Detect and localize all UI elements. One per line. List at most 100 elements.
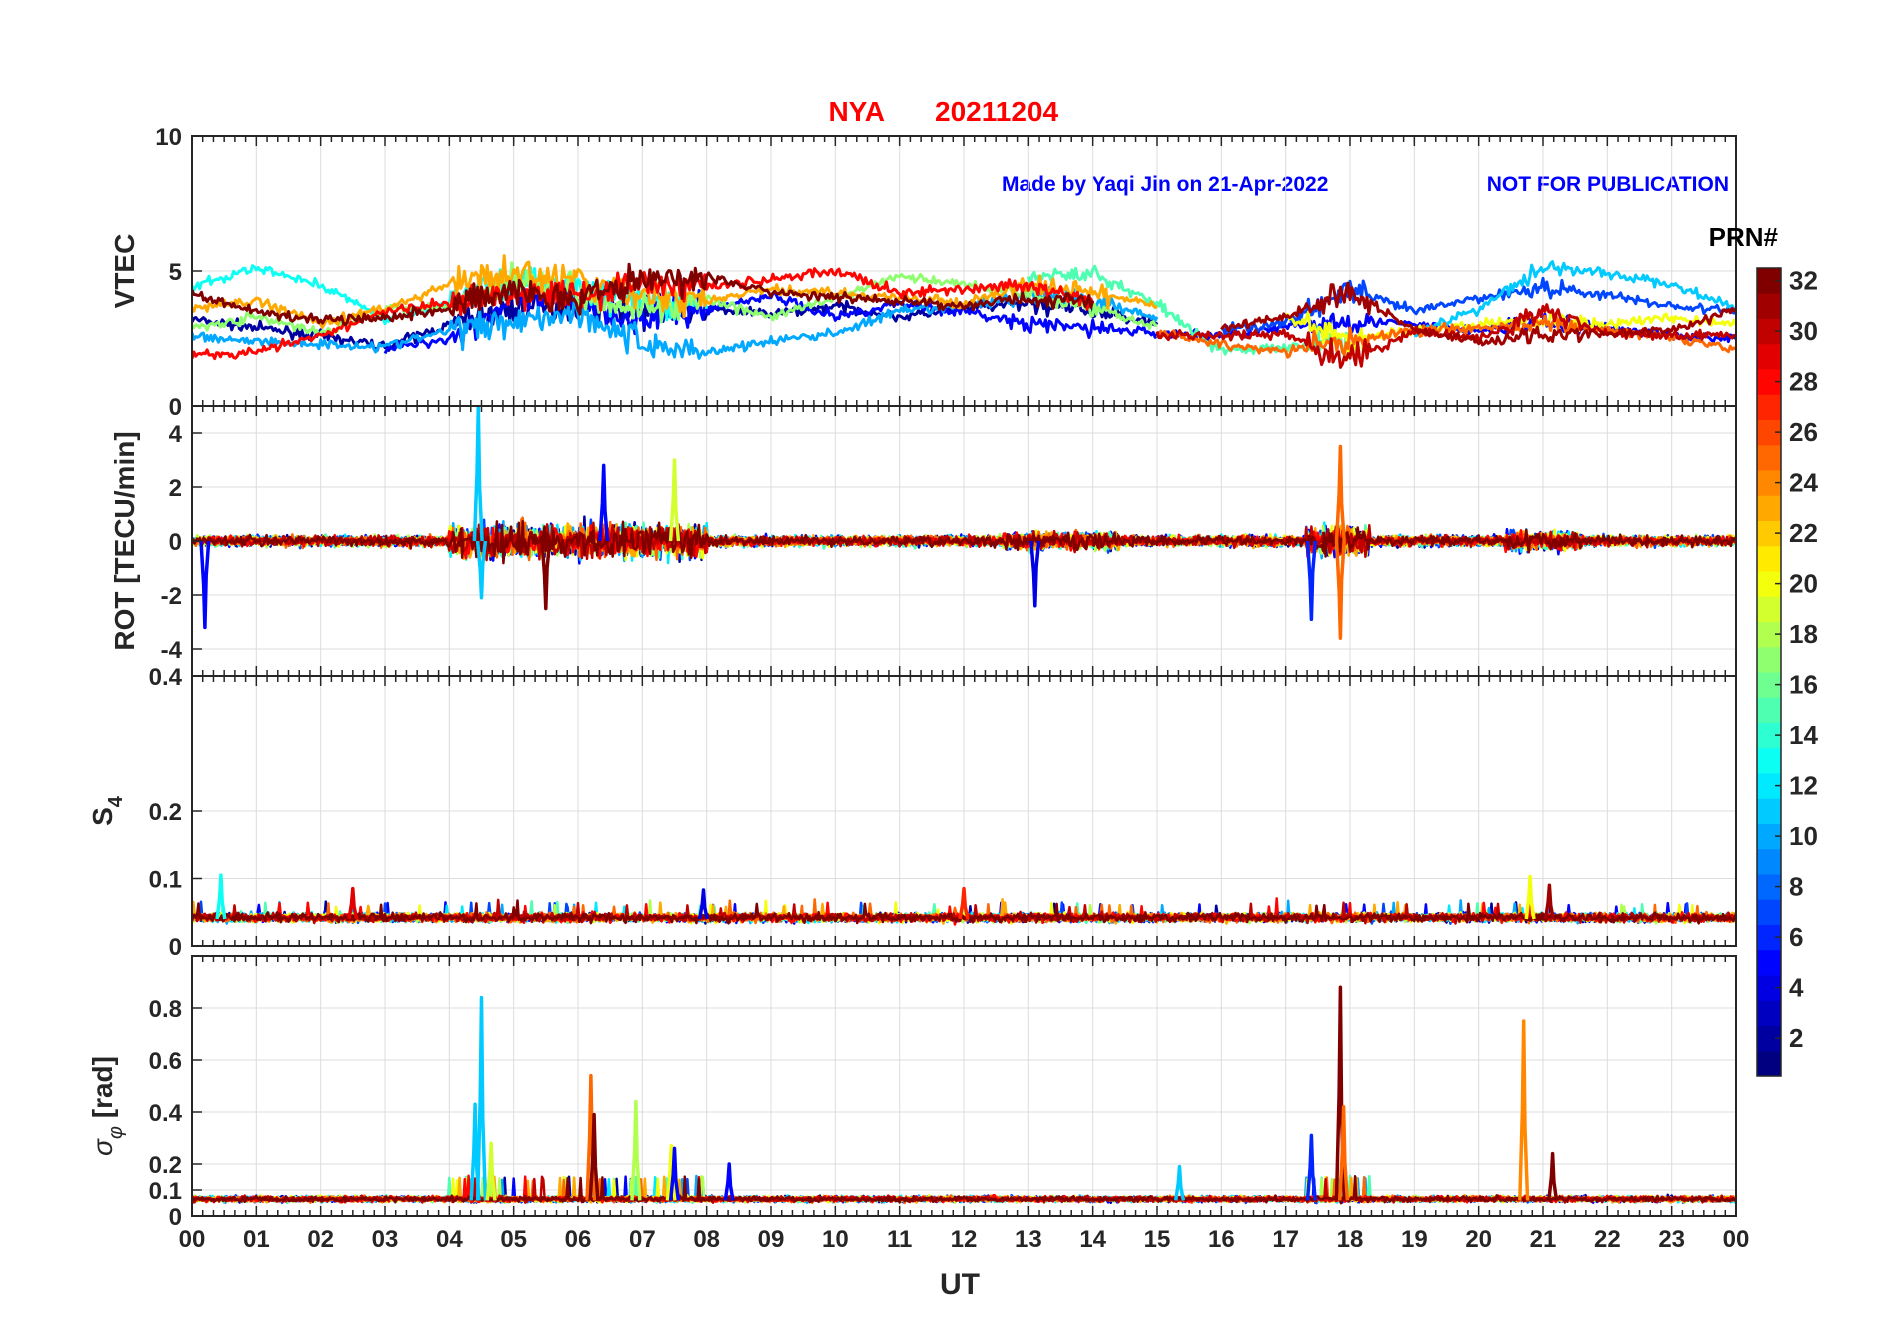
series-group	[192, 985, 1736, 1205]
colorbar-tick-label: 30	[1789, 316, 1818, 346]
spike-prn-11	[1173, 1164, 1186, 1201]
x-tick-label: 03	[372, 1226, 399, 1253]
x-tick-label: 17	[1272, 1226, 1299, 1253]
y-tick-label: 5	[169, 259, 182, 286]
series-line-prn-32	[192, 262, 1095, 327]
series-group	[192, 873, 1736, 926]
spike-prn-5	[598, 463, 610, 542]
colorbar-tick-label: 6	[1789, 922, 1803, 952]
colorbar-tick-label: 20	[1789, 569, 1818, 599]
spike-prn-32	[1547, 1151, 1559, 1201]
colorbar-tick-label: 24	[1789, 468, 1818, 498]
y-tick-label: 0	[169, 394, 182, 421]
colorbar-segment	[1757, 495, 1781, 521]
colorbar-frame	[1756, 267, 1782, 1077]
x-tick-label: 02	[307, 1226, 334, 1253]
y-tick-label: 0.1	[149, 867, 182, 894]
panel-sigma_phi: 00.10.2 0.4 0.6 0.8 σφ [rad] 00 01 02 03 04 05 06 07…	[87, 955, 1750, 1253]
y-tick-label: -4	[161, 637, 183, 664]
colorbar-segment	[1757, 444, 1781, 471]
spike-prn-25	[1337, 1105, 1350, 1201]
series-line-prn-11	[1414, 260, 1736, 338]
figure-title-date: 20211204	[935, 96, 1058, 127]
x-tick-label: 04	[436, 1226, 463, 1253]
spike-prn-5	[668, 1146, 681, 1201]
y-tick-label: 0	[169, 1204, 182, 1231]
colorbar-segment	[1757, 697, 1781, 723]
x-tick-label: 01	[243, 1226, 270, 1253]
spike-prn-29	[347, 886, 359, 920]
x-tick-label: 12	[951, 1226, 978, 1253]
y-tick-label: 0	[169, 529, 182, 556]
spike-prn-5	[723, 1162, 735, 1201]
y-tick-label: 4	[169, 421, 183, 448]
spike-prn-19	[485, 1141, 497, 1201]
x-tick-label: 13	[1015, 1226, 1042, 1253]
spike-prn-25	[1334, 540, 1346, 640]
x-tick-label: 08	[693, 1226, 720, 1253]
series-line	[192, 520, 1736, 565]
colorbar-segment	[1757, 1000, 1781, 1026]
spike-prn-20	[1524, 874, 1536, 920]
credit-note: Made by Yaqi Jin on 21-Apr-2022	[1002, 173, 1328, 196]
spike-prn-4	[697, 888, 710, 920]
x-tick-label: 14	[1079, 1226, 1106, 1253]
y-tick-label: 0	[169, 934, 182, 961]
spike-prn-25	[1334, 444, 1346, 542]
colorbar-tick-label: 32	[1789, 266, 1818, 296]
y-tick-label: 0.2	[149, 1152, 182, 1179]
x-tick-label: 00	[1723, 1226, 1750, 1253]
spike-prn-27	[958, 886, 970, 920]
series-line	[192, 1175, 1736, 1205]
y-axis-label: ROT [TECU/min]	[109, 431, 140, 650]
colorbar-tick-label: 10	[1789, 821, 1818, 851]
spike-prn-6	[1305, 540, 1318, 622]
y-tick-label: 10	[155, 124, 182, 151]
colorbar-segment	[1757, 798, 1781, 824]
colorbar-tick-label: 4	[1789, 973, 1804, 1003]
spike-prn-31	[1543, 883, 1556, 920]
y-tick-label: -2	[161, 583, 182, 610]
spike-prn-11	[469, 1102, 481, 1201]
colorbar-segment	[1757, 394, 1781, 420]
panel-vtec: 0 5 10 VTEC	[109, 124, 1737, 421]
series-line	[192, 899, 1736, 925]
series-line-prn-31	[1220, 281, 1736, 347]
spike-prn-4	[1029, 540, 1041, 608]
spike-prn-24	[1518, 1019, 1530, 1201]
colorbar-tick-label: 28	[1789, 367, 1818, 397]
colorbar-segment	[1757, 545, 1781, 572]
y-tick-label: 0.6	[149, 1048, 182, 1075]
colorbar-segment	[1757, 949, 1781, 976]
watermark-note: NOT FOR PUBLICATION	[1487, 173, 1729, 196]
colorbar-tick-label: 12	[1789, 771, 1818, 801]
x-tick-label: 22	[1594, 1226, 1621, 1253]
series-group	[192, 406, 1736, 640]
x-tick-label: 18	[1337, 1226, 1364, 1253]
x-tick-label: 06	[565, 1226, 592, 1253]
colorbar-title: PRN#	[1709, 222, 1779, 252]
spike-prn-6	[1305, 1133, 1318, 1201]
y-tick-label: 0.1	[149, 1178, 182, 1205]
x-tick-label: 00	[179, 1226, 206, 1253]
colorbar-tick-label: 18	[1789, 619, 1818, 649]
colorbar-tick-label: 14	[1789, 720, 1818, 750]
colorbar-segment	[1757, 646, 1781, 673]
x-axis-label: UT	[940, 1268, 980, 1301]
series-line-prn-20	[1285, 310, 1736, 354]
colorbar-tick-label: 8	[1789, 872, 1803, 902]
x-tick-label: 10	[822, 1226, 849, 1253]
series-group	[192, 254, 1736, 369]
colorbar-tick-label: 22	[1789, 518, 1818, 548]
colorbar-segment	[1757, 293, 1781, 319]
x-tick-label: 21	[1530, 1226, 1557, 1253]
spike-prn-18	[630, 1099, 642, 1201]
figure-title-station: NYA	[828, 96, 885, 127]
spike-prn-32	[588, 1112, 600, 1201]
x-tick-label: 05	[500, 1226, 527, 1253]
spike-prn-19	[668, 458, 681, 542]
spike-prn-11	[475, 540, 488, 600]
